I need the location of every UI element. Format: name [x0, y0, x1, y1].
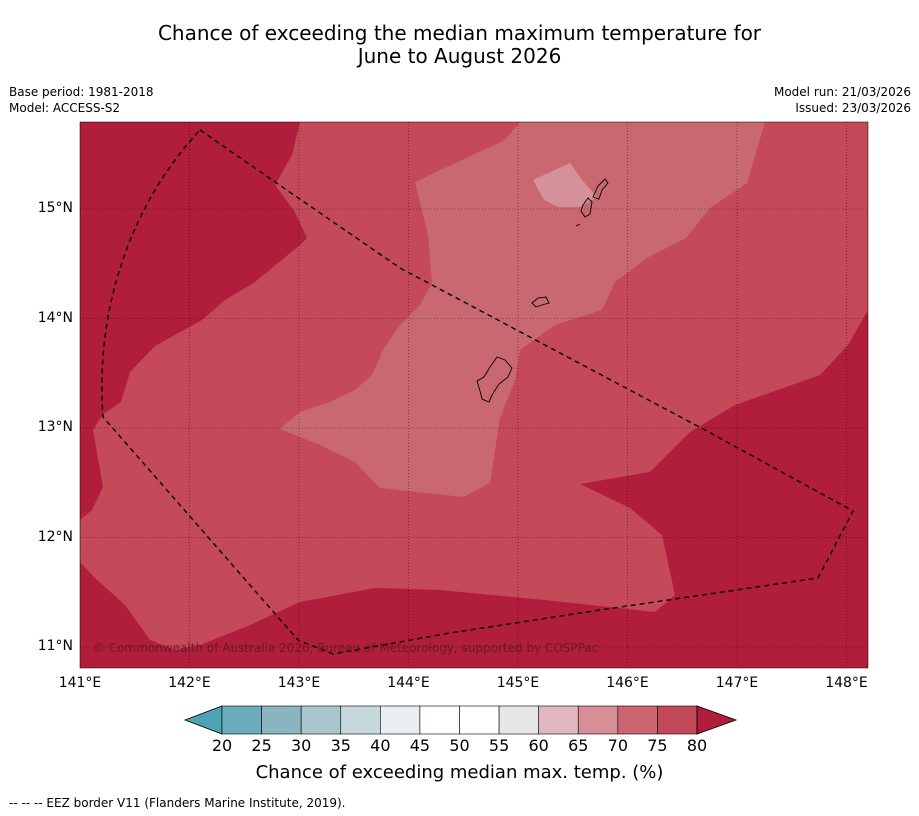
longitude-label: 145°E — [496, 675, 540, 691]
chart-title: Chance of exceeding the median maximum t… — [0, 22, 919, 68]
island-tinian — [580, 197, 593, 218]
colorbar-title: Chance of exceeding median max. temp. (%… — [255, 762, 664, 783]
colorbar-tick-label: 55 — [488, 736, 510, 755]
longitude-label: 142°E — [168, 675, 211, 691]
colorbar-tick-label: 80 — [686, 736, 708, 755]
latitude-label: 15°N — [37, 200, 73, 216]
longitude-label: 144°E — [387, 675, 430, 691]
colorbar-tick-label: 40 — [370, 736, 391, 755]
colorbar-segment — [577, 705, 619, 735]
colorbar-under-arrow — [183, 705, 223, 735]
colorbar-tick-label: 20 — [211, 736, 233, 755]
colorbar-tick-label: 70 — [607, 736, 629, 755]
colorbar-segment — [221, 705, 262, 735]
info-right: Model run: 21/03/2026 Issued: 23/03/2026 — [774, 84, 911, 116]
colorbar-segment — [498, 705, 539, 735]
colorbar-segment — [419, 705, 460, 735]
issued-text: Issued: 23/03/2026 — [795, 101, 911, 115]
island-saipan — [592, 178, 609, 200]
colorbar-tick-label: 45 — [409, 736, 431, 755]
island-rota — [531, 296, 550, 308]
colorbar-tick-label: 75 — [647, 736, 668, 755]
island-guam — [476, 356, 513, 403]
colorbar-segment — [657, 705, 698, 735]
info-left: Base period: 1981-2018 Model: ACCESS-S2 — [9, 84, 154, 116]
eez-border — [101, 129, 854, 655]
colorbar-over-arrow — [696, 705, 738, 735]
colorbar-tick-label: 65 — [568, 736, 589, 755]
eez-footnote: -- -- -- EEZ border V11 (Flanders Marine… — [9, 796, 346, 810]
colorbar-tick-label: 60 — [528, 736, 549, 755]
region-70-75 — [280, 122, 765, 497]
colorbar-segment — [538, 705, 579, 735]
copyright-text: © Commonwealth of Australia 2026, Bureau… — [93, 641, 599, 655]
map-layers — [80, 122, 868, 668]
model-text: Model: ACCESS-S2 — [9, 101, 121, 115]
title-line-2: June to August 2026 — [357, 44, 562, 68]
longitude-label: 143°E — [277, 675, 321, 691]
model-run-text: Model run: 21/03/2026 — [773, 85, 911, 99]
latitude-label: 12°N — [37, 528, 73, 545]
latitude-label: 13°N — [37, 419, 73, 435]
longitude-label: 147°E — [715, 675, 759, 691]
colorbar-tick-label: 35 — [330, 736, 351, 755]
graticule — [80, 122, 868, 668]
colorbar-segment — [340, 705, 381, 735]
longitude-label: 148°E — [825, 675, 868, 691]
colorbar-segment — [459, 705, 500, 735]
latitude-label: 11°N — [37, 638, 73, 654]
island-aguijan — [575, 223, 581, 227]
longitude-label: 141°E — [58, 675, 102, 691]
colorbar-tick-label: 50 — [449, 736, 470, 755]
colorbar-tick-label: 30 — [290, 736, 312, 755]
colorbar — [183, 705, 738, 735]
base-period-text: Base period: 1981-2018 — [9, 85, 154, 99]
colorbar-segment — [380, 705, 421, 735]
longitude-label: 146°E — [606, 675, 649, 691]
islands — [476, 178, 609, 403]
latitude-label: 14°N — [37, 309, 73, 326]
colorbar-segment — [617, 705, 658, 735]
colorbar-segment — [261, 705, 302, 735]
title-line-1: Chance of exceeding the median maximum t… — [157, 21, 762, 45]
map-frame — [79, 121, 869, 669]
colorbar-tick-label: 25 — [251, 736, 272, 755]
colorbar-segment — [300, 705, 342, 735]
region-65-70 — [533, 163, 597, 207]
